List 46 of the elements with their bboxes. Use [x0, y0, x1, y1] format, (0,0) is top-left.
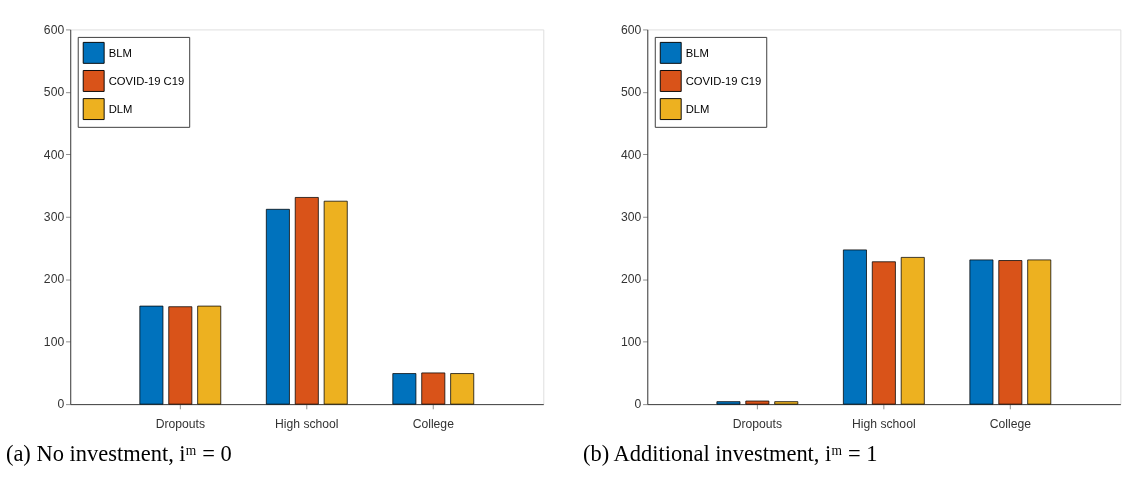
y-tick-label: 100	[43, 334, 65, 349]
x-tick-label: College	[989, 417, 1032, 432]
y-tick-label: 200	[43, 272, 65, 287]
y-tick-label: 600	[620, 22, 642, 37]
text: (b) Additional investment, iᵐ = 1	[582, 441, 878, 467]
bar	[716, 401, 741, 405]
legend-label: COVID-19 C19	[685, 74, 762, 87]
x-tick-label: High school	[852, 417, 916, 432]
bar	[168, 306, 193, 405]
y-tick-label: 100	[620, 334, 642, 349]
y-tick-label: 500	[620, 85, 642, 100]
x-tick-label: Dropouts	[732, 417, 783, 432]
bar	[323, 200, 348, 405]
bar	[265, 208, 290, 405]
bar	[969, 259, 994, 405]
x-tick-label: High school	[275, 417, 339, 432]
text: (a) No investment, iᵐ = 0	[5, 441, 232, 467]
x-tick-label: College	[412, 417, 455, 432]
y-tick-label: 0	[634, 397, 642, 412]
legend-label: DLM	[685, 102, 710, 115]
bar	[392, 373, 417, 405]
x-tick-label: Dropouts	[155, 417, 205, 432]
y-tick-label: 400	[620, 147, 642, 162]
y-tick-label: 200	[620, 272, 642, 287]
bar	[900, 257, 925, 405]
bar	[197, 305, 222, 405]
bar	[1027, 259, 1052, 405]
y-tick-label: 400	[43, 147, 65, 162]
legend-label: COVID-19 C19	[108, 74, 185, 87]
y-tick-label: 600	[43, 22, 65, 37]
y-tick-label: 300	[43, 210, 65, 225]
bar	[450, 373, 475, 405]
bar	[294, 197, 319, 405]
bar	[139, 305, 164, 405]
bar	[871, 261, 896, 405]
bar	[745, 400, 770, 405]
bar	[842, 249, 867, 405]
bar	[774, 401, 799, 405]
bar	[421, 372, 446, 405]
y-tick-label: 300	[620, 210, 642, 225]
legend-label: BLM	[685, 46, 709, 59]
legend-label: DLM	[108, 102, 133, 115]
y-tick-label: 500	[43, 85, 65, 100]
y-tick-label: 0	[57, 397, 65, 412]
legend-label: BLM	[108, 46, 132, 59]
bar	[998, 260, 1023, 405]
